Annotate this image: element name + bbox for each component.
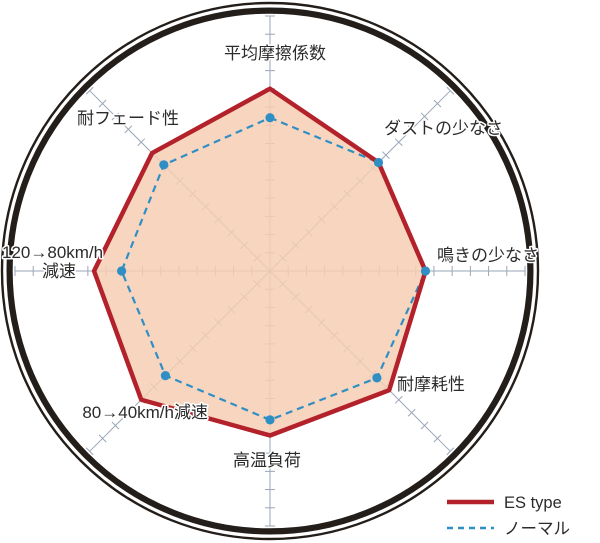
svg-text:120→80km/h: 120→80km/h [2,243,103,262]
svg-text:減速: 減速 [42,262,76,281]
svg-text:80→40km/h減速: 80→40km/h減速 [82,403,208,422]
svg-text:鳴きの少なさ: 鳴きの少なさ [437,246,539,265]
svg-text:耐摩耗性: 耐摩耗性 [397,375,465,394]
svg-text:高温負荷: 高温負荷 [233,451,301,470]
svg-text:平均摩擦係数: 平均摩擦係数 [224,44,326,63]
svg-text:ノーマル: ノーマル [504,520,570,538]
svg-text:ダストの少なさ: ダストの少なさ [384,119,503,138]
svg-text:ES type: ES type [504,494,562,512]
svg-text:耐フェード性: 耐フェード性 [77,109,179,128]
